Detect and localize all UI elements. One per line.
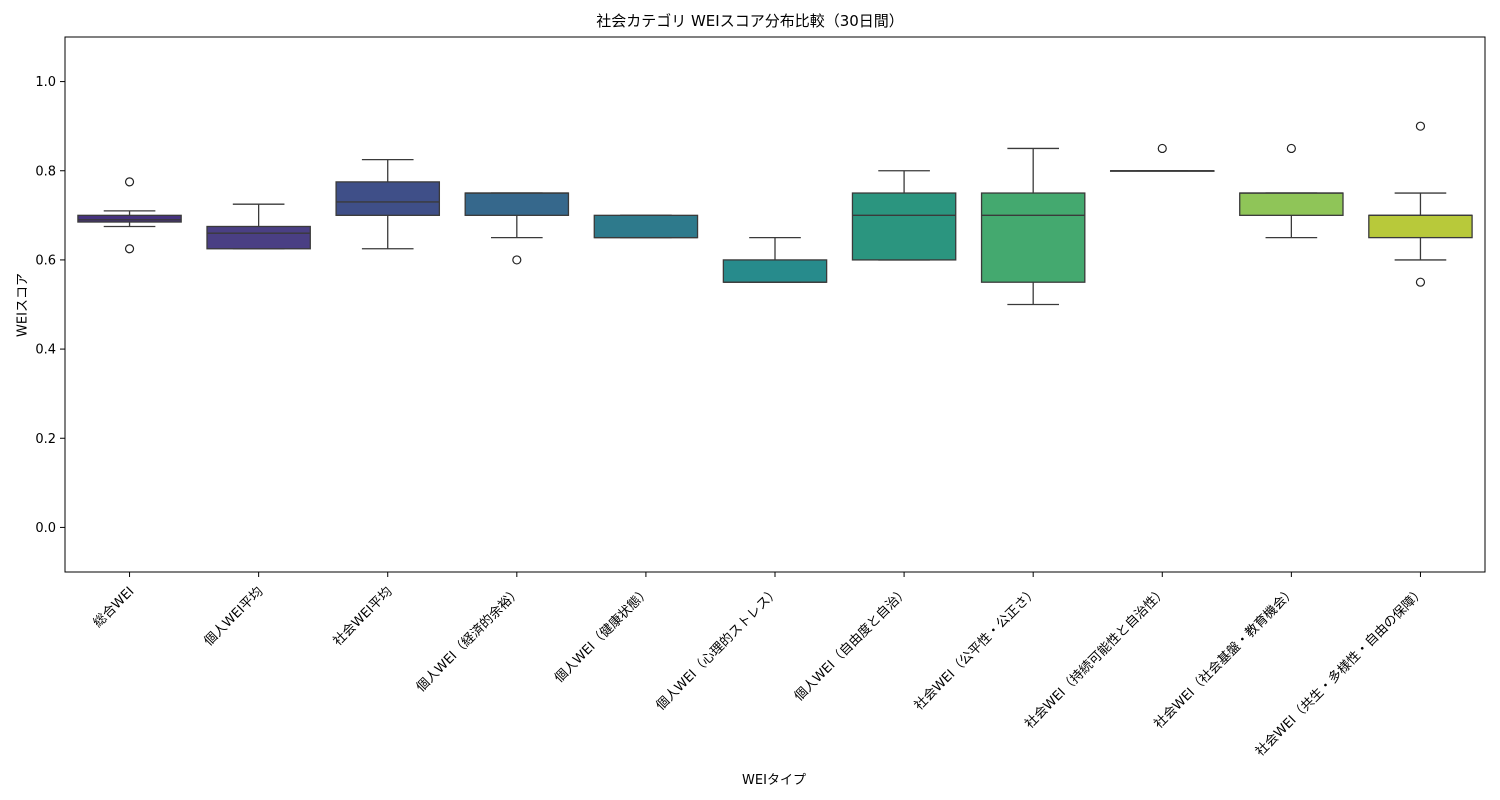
box — [464, 192, 570, 216]
y-tick-label: 0.0 — [35, 521, 56, 536]
box-group — [593, 214, 699, 239]
outlier-point — [1157, 143, 1167, 154]
x-tick-label: 社会WEI（持続可能性と自治性） — [1022, 584, 1170, 732]
outlier-point — [1286, 143, 1296, 154]
y-tick-label: 0.4 — [35, 343, 56, 358]
box-group — [980, 147, 1086, 306]
box-group — [851, 170, 957, 261]
box-group — [1109, 143, 1215, 172]
box — [77, 214, 182, 223]
box — [593, 214, 699, 239]
x-tick-label: 個人WEI（自由度と自治） — [791, 584, 912, 705]
x-tick-label: 個人WEI（経済的余裕） — [413, 584, 525, 696]
outlier-point — [512, 255, 522, 265]
y-tick-label: 0.8 — [35, 164, 56, 179]
y-tick-label: 0.2 — [35, 432, 56, 447]
x-tick-label: 総合WEI — [91, 584, 138, 631]
box — [206, 225, 311, 250]
outlier-point — [124, 177, 135, 187]
x-tick-label: 個人WEI（健康状態） — [551, 584, 653, 686]
box — [335, 181, 441, 216]
box — [980, 192, 1086, 283]
plot-frame — [64, 36, 1486, 573]
x-tick-label: 社会WEI（社会基盤・教育機会） — [1151, 584, 1299, 732]
chart-title: 社会カテゴリ WEIスコア分布比較（30日間） — [596, 12, 904, 30]
x-tick-label: 個人WEI平均 — [201, 584, 266, 649]
box — [851, 192, 957, 261]
box — [1368, 214, 1473, 239]
x-tick-label: 社会WEI平均 — [330, 584, 396, 650]
box-group — [464, 192, 570, 265]
x-tick-label: 社会WEI（公平性・公正さ） — [911, 584, 1041, 714]
box-group — [77, 177, 182, 254]
box — [1239, 192, 1344, 216]
box-group — [206, 203, 311, 250]
box-group — [1239, 143, 1344, 239]
x-tick-label: 個人WEI（心理的ストレス） — [653, 584, 783, 714]
y-tick-label: 0.6 — [35, 253, 56, 268]
outlier-point — [124, 244, 135, 254]
y-tick-label: 1.0 — [35, 75, 56, 90]
box — [722, 259, 828, 283]
box-group — [722, 236, 828, 283]
box-group — [335, 158, 441, 250]
outlier-point — [1415, 277, 1426, 287]
box-group — [1368, 121, 1473, 287]
x-axis-label: WEIタイプ — [742, 773, 806, 788]
outlier-point — [1415, 121, 1426, 131]
